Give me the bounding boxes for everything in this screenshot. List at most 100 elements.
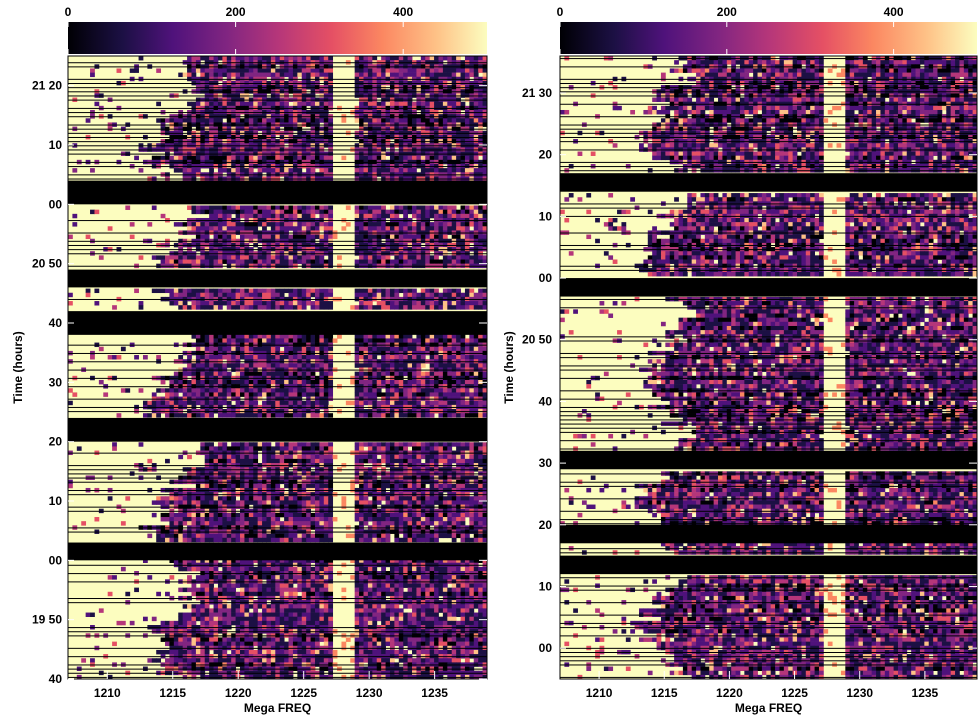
heatmap-cell [266,446,272,451]
heatmap-cell [385,118,391,123]
heatmap-cell [248,101,254,107]
heatmap-cell [451,168,457,173]
heatmap-cell [420,168,426,173]
heatmap-cell [187,155,192,161]
heatmap-cell [398,234,404,240]
heatmap-cell [240,413,245,418]
heatmap-cell [385,301,391,306]
heatmap-cell [438,334,444,339]
heatmap-cell [442,68,448,73]
heatmap-cell [451,363,457,368]
heatmap-cell [138,305,144,310]
heatmap-cell [253,213,259,219]
heatmap-cell [306,446,311,451]
heatmap-cell [434,255,439,260]
heatmap-cell [451,68,457,73]
heatmap-cell [284,346,289,352]
heatmap-cell [354,288,360,294]
heatmap-cell [328,305,334,310]
heatmap-cell [416,259,422,264]
heatmap-cell [204,388,210,393]
heatmap-cell [204,68,210,73]
heatmap-cell [482,363,488,368]
heatmap-cell [257,334,263,339]
heatmap-cell [412,72,417,78]
heatmap-cell [363,305,369,310]
heatmap-cell [367,213,373,219]
heatmap-cell [279,234,285,240]
heatmap-cell [187,400,192,406]
heatmap-cell [310,255,316,260]
heatmap-cell [209,205,214,210]
heatmap-cell [301,458,307,464]
heatmap-cell [314,226,320,231]
heatmap-cell [416,101,422,107]
heatmap-cell [288,388,294,393]
heatmap-cell [279,259,285,264]
heatmap-cell [306,205,311,210]
heatmap-cell [363,458,369,464]
heatmap-cell [473,334,479,339]
heatmap-cell [482,334,488,339]
heatmap-cell [469,301,475,306]
heatmap-cell [434,226,439,231]
heatmap-cell [460,222,466,227]
heatmap-cell [314,363,320,368]
heatmap-cell [248,454,254,460]
heatmap-cell [191,292,197,298]
heatmap-cell [301,346,307,352]
heatmap-cell [173,371,179,377]
heatmap-cell [385,305,391,310]
heatmap-cell [248,222,254,227]
heatmap-cell [182,259,188,264]
heatmap-cell [412,222,417,227]
heatmap-cell [297,226,303,231]
heatmap-cell [412,363,417,368]
heatmap-cell [420,392,426,397]
heatmap-cell [464,458,470,464]
heatmap-cell [438,209,444,215]
heatmap-cell [420,209,426,215]
heatmap-cell [403,442,409,447]
heatmap-cell [292,226,298,231]
heatmap-cell [253,301,259,306]
heatmap-cell [160,259,166,264]
heatmap-cell [403,338,409,343]
heatmap-cell [442,413,448,418]
heatmap-cell [469,118,475,123]
heatmap-cell [354,338,360,343]
heatmap-cell [328,338,334,343]
heatmap-cell [235,209,241,215]
heatmap-cell [292,379,298,385]
heatmap-cell [354,363,360,368]
heatmap-cell [310,388,316,393]
heatmap-cell [297,213,303,219]
heatmap-cell [169,413,175,418]
heatmap-cell [292,355,298,360]
heatmap-cell [231,155,236,161]
heatmap-cell [319,168,325,173]
heatmap-cell [456,155,461,161]
heatmap-cell [279,379,285,385]
heatmap-cell [447,222,453,227]
heatmap-cell [68,292,73,298]
heatmap-cell [195,234,201,240]
heatmap-cell [447,168,453,173]
heatmap-cell [253,413,259,418]
heatmap-cell [394,56,400,61]
heatmap-cell [381,222,386,227]
heatmap-cell [244,371,250,377]
heatmap-cell [235,292,241,298]
heatmap-cell [231,338,236,343]
heatmap-cell [447,68,453,73]
heatmap-cell [266,458,272,464]
heatmap-cell [412,155,417,161]
heatmap-cell [323,458,329,464]
heatmap-cell [226,392,232,397]
heatmap-cell [195,205,201,210]
heatmap-cell [434,446,439,451]
heatmap-cell [270,388,276,393]
heatmap-cell [284,413,289,418]
heatmap-cell [257,222,263,227]
heatmap-cell [244,118,250,123]
